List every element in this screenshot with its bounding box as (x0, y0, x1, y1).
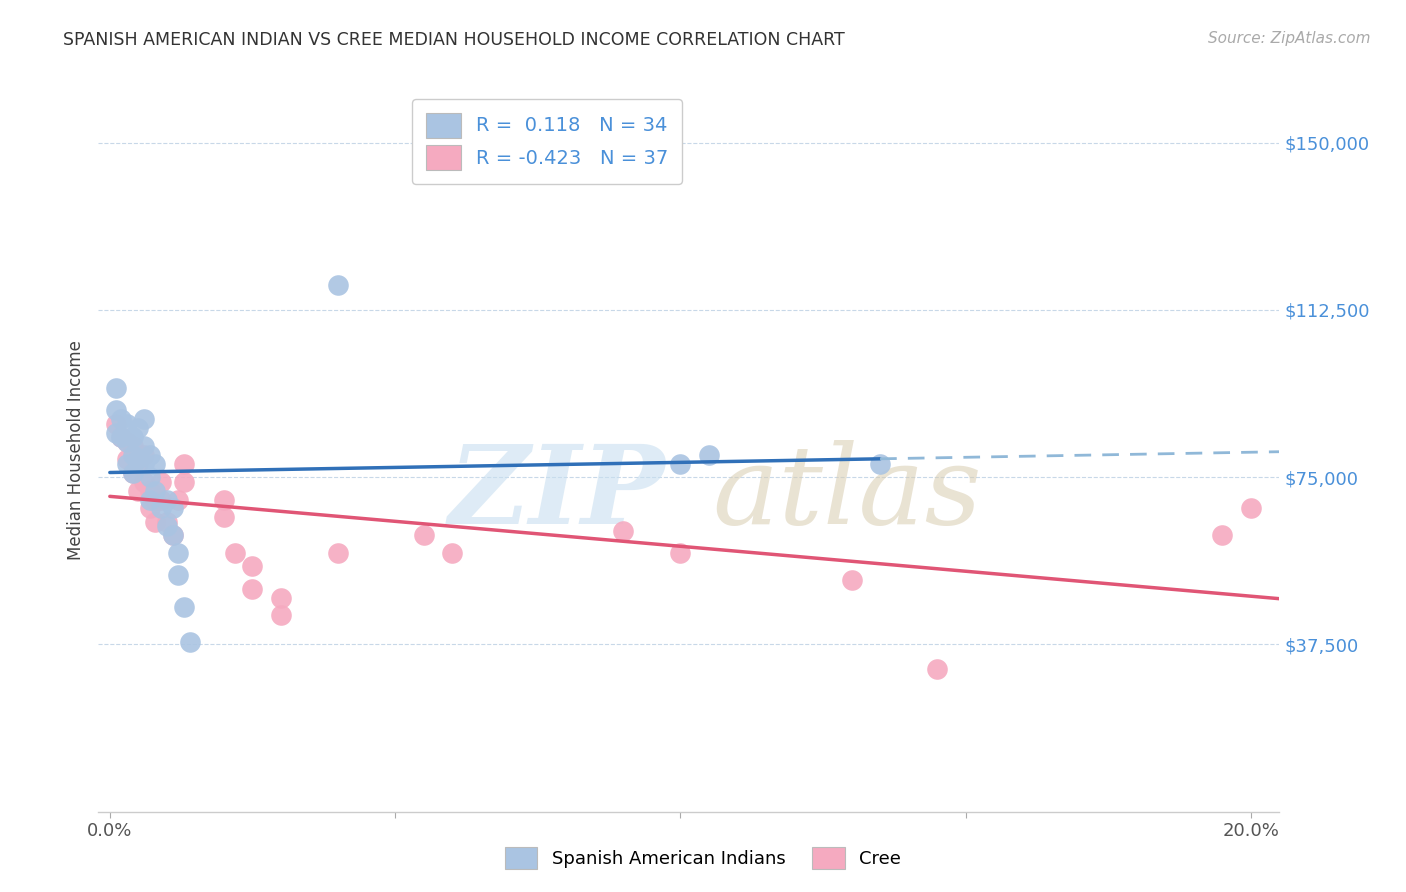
Point (167, 568, 190, 582)
Point (127, 421, 149, 435)
Point (139, 448, 162, 462)
Point (121, 439, 143, 453)
Point (104, 417, 127, 431)
Text: ZIP: ZIP (449, 440, 665, 548)
Point (115, 434, 138, 449)
Point (139, 470, 162, 484)
Y-axis label: Median Household Income: Median Household Income (66, 341, 84, 560)
Point (115, 452, 138, 467)
Point (150, 501, 173, 516)
Point (132, 439, 155, 453)
Point (927, 662, 949, 676)
Point (132, 475, 155, 489)
Point (697, 448, 720, 462)
Point (869, 457, 891, 471)
Text: SPANISH AMERICAN INDIAN VS CREE MEDIAN HOUSEHOLD INCOME CORRELATION CHART: SPANISH AMERICAN INDIAN VS CREE MEDIAN H… (63, 31, 845, 49)
Point (173, 457, 195, 471)
Point (121, 430, 143, 444)
Point (115, 417, 138, 431)
Point (162, 528, 184, 542)
Point (110, 412, 132, 426)
Point (132, 412, 155, 426)
Legend: Spanish American Indians, Cree: Spanish American Indians, Cree (498, 839, 908, 876)
Point (104, 403, 127, 417)
Point (104, 425, 127, 440)
Point (115, 457, 138, 471)
Point (110, 430, 132, 444)
Point (115, 434, 138, 449)
Point (150, 475, 173, 489)
Point (326, 278, 349, 293)
Point (132, 448, 155, 462)
Text: atlas: atlas (713, 440, 983, 548)
Point (441, 546, 464, 560)
Point (127, 483, 149, 498)
Point (156, 515, 179, 529)
Point (127, 457, 149, 471)
Point (145, 515, 167, 529)
Point (139, 501, 162, 516)
Point (212, 510, 235, 524)
Point (150, 492, 173, 507)
Point (145, 457, 167, 471)
Point (270, 591, 292, 605)
Point (224, 546, 246, 560)
Point (173, 475, 195, 489)
Point (412, 528, 434, 542)
Point (121, 466, 143, 480)
Point (162, 501, 184, 516)
Point (139, 492, 162, 507)
Point (669, 546, 692, 560)
Point (104, 381, 127, 395)
Point (242, 582, 264, 596)
Point (841, 573, 863, 587)
Legend: R =  0.118   N = 34, R = -0.423   N = 37: R = 0.118 N = 34, R = -0.423 N = 37 (412, 99, 682, 184)
Point (326, 546, 349, 560)
Point (612, 524, 634, 538)
Point (121, 448, 143, 462)
Point (1240, 501, 1263, 516)
Point (110, 430, 132, 444)
Point (167, 546, 190, 560)
Point (173, 599, 195, 614)
Point (145, 483, 167, 498)
Point (669, 457, 692, 471)
Point (242, 559, 264, 574)
Point (127, 452, 149, 467)
Point (162, 528, 184, 542)
Point (212, 492, 235, 507)
Point (179, 635, 201, 649)
Point (156, 492, 179, 507)
Point (270, 608, 292, 623)
Point (139, 483, 162, 498)
Point (156, 519, 179, 533)
Point (121, 466, 143, 480)
Point (132, 457, 155, 471)
Point (1211, 528, 1233, 542)
Point (145, 492, 167, 507)
Text: Source: ZipAtlas.com: Source: ZipAtlas.com (1208, 31, 1371, 46)
Point (167, 492, 190, 507)
